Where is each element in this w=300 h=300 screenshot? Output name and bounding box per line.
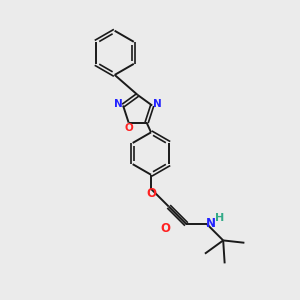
Text: N: N: [152, 99, 161, 109]
Text: O: O: [146, 187, 156, 200]
Text: O: O: [161, 222, 171, 235]
Text: N: N: [206, 217, 215, 230]
Text: N: N: [114, 99, 123, 109]
Text: H: H: [215, 213, 224, 223]
Text: O: O: [125, 123, 134, 133]
